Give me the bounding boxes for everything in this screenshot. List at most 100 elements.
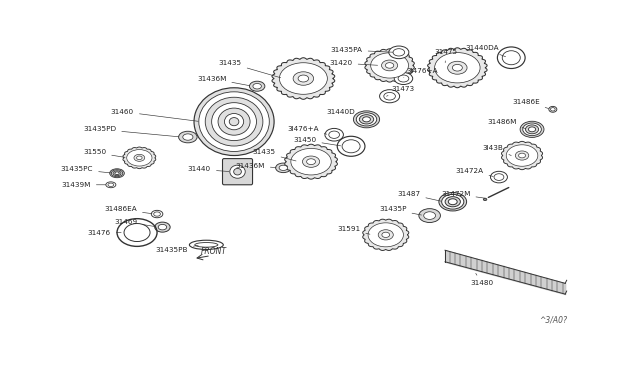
Ellipse shape	[189, 240, 223, 250]
Ellipse shape	[518, 153, 525, 158]
Ellipse shape	[515, 151, 529, 160]
Ellipse shape	[158, 224, 166, 230]
Ellipse shape	[380, 90, 399, 103]
Ellipse shape	[389, 46, 409, 59]
Ellipse shape	[195, 243, 218, 247]
Ellipse shape	[136, 156, 142, 160]
Ellipse shape	[520, 121, 544, 137]
Text: 31486EA: 31486EA	[104, 206, 152, 214]
Ellipse shape	[368, 223, 403, 247]
Text: 31450: 31450	[293, 137, 340, 146]
Ellipse shape	[439, 192, 467, 211]
Ellipse shape	[154, 212, 161, 216]
Text: 31469: 31469	[114, 219, 156, 227]
Ellipse shape	[179, 131, 197, 143]
Ellipse shape	[279, 165, 287, 170]
Text: 31486E: 31486E	[512, 99, 548, 109]
Ellipse shape	[307, 159, 316, 164]
Ellipse shape	[113, 171, 121, 176]
Text: 3l43B: 3l43B	[483, 145, 511, 155]
Text: 31480: 31480	[470, 273, 493, 286]
Ellipse shape	[183, 134, 193, 140]
Ellipse shape	[111, 170, 123, 177]
Ellipse shape	[250, 81, 265, 91]
Ellipse shape	[382, 232, 390, 237]
Text: 31435PD: 31435PD	[83, 126, 179, 137]
Ellipse shape	[353, 111, 380, 128]
Text: 31473: 31473	[387, 86, 414, 96]
Polygon shape	[502, 141, 543, 170]
Polygon shape	[428, 48, 487, 88]
Ellipse shape	[506, 145, 538, 166]
Polygon shape	[285, 144, 337, 179]
Text: FRONT: FRONT	[201, 247, 227, 256]
Polygon shape	[365, 49, 414, 82]
Ellipse shape	[398, 75, 409, 82]
Ellipse shape	[155, 222, 170, 232]
Ellipse shape	[276, 163, 291, 173]
Ellipse shape	[363, 117, 371, 122]
Ellipse shape	[384, 92, 396, 100]
Ellipse shape	[424, 212, 436, 219]
Ellipse shape	[447, 61, 467, 74]
Ellipse shape	[212, 103, 257, 141]
Ellipse shape	[109, 169, 124, 178]
FancyBboxPatch shape	[223, 158, 253, 185]
Ellipse shape	[234, 169, 241, 175]
Ellipse shape	[253, 83, 261, 89]
Text: 31436M: 31436M	[236, 163, 276, 169]
Text: 31440DA: 31440DA	[465, 45, 506, 57]
Ellipse shape	[230, 165, 245, 178]
Polygon shape	[272, 58, 335, 99]
Ellipse shape	[127, 150, 152, 166]
Ellipse shape	[229, 118, 239, 126]
Text: 31440D: 31440D	[326, 109, 360, 118]
Ellipse shape	[549, 106, 557, 112]
Text: 31436M: 31436M	[197, 76, 250, 86]
Text: 31472A: 31472A	[456, 168, 493, 176]
Text: ^3/A0?: ^3/A0?	[539, 316, 566, 325]
Ellipse shape	[194, 88, 274, 155]
Ellipse shape	[199, 92, 269, 151]
Text: 31487: 31487	[397, 191, 441, 201]
Ellipse shape	[483, 198, 487, 201]
Polygon shape	[123, 147, 156, 169]
Ellipse shape	[325, 128, 344, 141]
Text: 31472M: 31472M	[441, 191, 485, 198]
Ellipse shape	[419, 209, 440, 222]
Ellipse shape	[494, 174, 504, 180]
Ellipse shape	[298, 75, 308, 82]
Ellipse shape	[280, 63, 327, 94]
Ellipse shape	[381, 60, 397, 71]
Ellipse shape	[490, 171, 508, 183]
Text: 31435PC: 31435PC	[61, 166, 111, 173]
Polygon shape	[363, 219, 409, 250]
Ellipse shape	[293, 72, 314, 85]
Text: 31435PB: 31435PB	[156, 246, 198, 253]
Ellipse shape	[108, 183, 114, 186]
Text: 31486M: 31486M	[487, 119, 525, 129]
Text: 31439M: 31439M	[61, 182, 106, 188]
Text: 31435PA: 31435PA	[331, 47, 393, 53]
Ellipse shape	[225, 113, 244, 130]
Ellipse shape	[442, 194, 464, 209]
Ellipse shape	[134, 154, 145, 161]
Ellipse shape	[329, 131, 339, 138]
Ellipse shape	[371, 53, 408, 78]
Text: 31591: 31591	[337, 227, 370, 234]
Ellipse shape	[106, 182, 116, 188]
Ellipse shape	[393, 49, 404, 56]
Ellipse shape	[205, 97, 263, 146]
Text: 31440: 31440	[188, 166, 229, 172]
Ellipse shape	[448, 199, 457, 205]
Ellipse shape	[525, 125, 539, 134]
Ellipse shape	[303, 156, 320, 167]
Ellipse shape	[394, 73, 413, 84]
Ellipse shape	[359, 115, 374, 124]
Ellipse shape	[291, 148, 332, 175]
Ellipse shape	[115, 172, 119, 174]
Text: 31460: 31460	[111, 109, 198, 121]
Ellipse shape	[445, 197, 460, 207]
Ellipse shape	[452, 64, 462, 71]
Ellipse shape	[435, 52, 480, 83]
